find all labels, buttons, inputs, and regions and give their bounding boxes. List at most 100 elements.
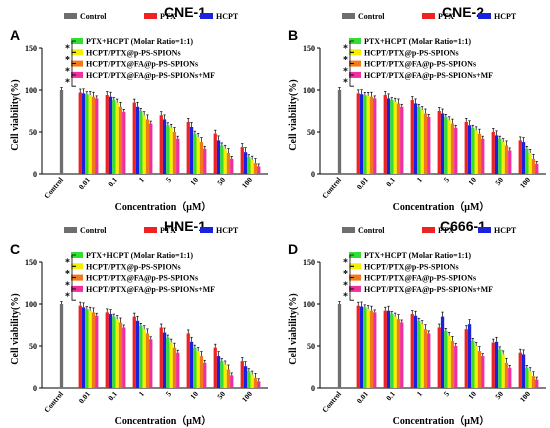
bar-C-0.01-5	[91, 312, 96, 388]
bar-D-0.01-1	[356, 305, 360, 388]
legend-label: HCPT/PTX@FA@p-PS-SPIONs+MF	[364, 285, 493, 294]
bar-A-10-3	[193, 133, 197, 174]
bar-D-10-6	[481, 356, 485, 388]
significance-mark: *	[65, 292, 70, 303]
y-tick-label: 50	[307, 128, 315, 137]
bar-C-100-5	[253, 377, 258, 388]
legend-label: PTX	[438, 12, 454, 21]
legend-swatch	[71, 274, 83, 281]
legend-swatch	[349, 274, 361, 281]
bar-B-10-6	[481, 138, 485, 174]
panel-letter: A	[10, 27, 20, 43]
bar-C-0.1-4	[115, 319, 119, 388]
x-tick-label: 10	[188, 175, 200, 187]
bar-A-0.1-6	[122, 111, 126, 174]
bar-C-50-4	[223, 364, 227, 388]
bar-B-0.01-1	[356, 93, 360, 174]
bar-A-0.01-4	[88, 95, 92, 174]
bar-D-0.1-5	[396, 319, 401, 388]
bar-D-5-6	[454, 346, 458, 388]
bar-A-50-5	[226, 153, 231, 174]
y-axis-label: Cell viability(%)	[10, 293, 21, 364]
bar-C-50-6	[230, 375, 234, 388]
x-tick-label: 0.1	[106, 389, 119, 402]
bar-B-0.1-5	[396, 103, 401, 174]
bar-A-5-5	[172, 132, 177, 174]
bar-B-50-5	[504, 145, 509, 174]
x-tick-label: 10	[188, 389, 200, 401]
bar-D-100-5	[531, 376, 536, 388]
bar-C-0.01-6	[95, 315, 99, 388]
legend-swatch	[349, 263, 361, 270]
y-tick-label: 50	[29, 128, 37, 137]
bar-C-100-1	[240, 361, 244, 388]
legend-label: HCPT/PTX@p-PS-SPIONs	[364, 262, 459, 271]
significance-mark: *	[65, 78, 70, 89]
x-tick-label: 5	[164, 389, 173, 398]
bar-C-10-1	[186, 333, 190, 388]
legend-label: HCPT/PTX@FA@p-PS-SPIONs	[86, 274, 198, 283]
bar-C-5-1	[159, 327, 163, 388]
legend-label: PTX	[160, 12, 176, 21]
legend-swatch	[71, 49, 83, 56]
bar-D-1-1	[410, 314, 414, 388]
y-tick-label: 100	[303, 86, 315, 95]
bar-C-5-3	[166, 337, 170, 388]
significance-mark: *	[343, 78, 348, 89]
x-tick-label: 1	[415, 175, 424, 184]
legend-label: Control	[358, 12, 385, 21]
bar-D-5-1	[437, 327, 441, 388]
bar-D-100-4	[528, 371, 532, 388]
bar-A-5-2	[162, 119, 167, 174]
y-tick-label: 0	[33, 384, 37, 393]
significance-mark: *	[343, 55, 348, 66]
bar-B-0.1-3	[390, 100, 394, 174]
legend-label: HCPT	[494, 226, 517, 235]
bar-C-10-3	[193, 347, 197, 388]
bar-C-1-6	[149, 339, 153, 388]
bar-B-1-1	[410, 100, 414, 174]
x-tick-label: 50	[493, 389, 505, 401]
chart-title: HNE-1	[164, 218, 206, 234]
bar-B-50-4	[501, 142, 505, 174]
x-axis-label: Concentration（μM）	[393, 200, 490, 213]
chart-title: CNE-1	[164, 4, 206, 20]
bar-C-100-3	[247, 371, 251, 388]
bar-A-0.01-3	[85, 94, 89, 174]
bar-C-0.1-5	[118, 322, 123, 388]
legend-label: PTX	[160, 226, 176, 235]
chart-title: C666-1	[440, 218, 486, 234]
panel-letter: B	[288, 27, 298, 43]
y-tick-label: 150	[25, 44, 37, 53]
bar-B-10-4	[474, 130, 478, 174]
bar-C-1-2	[135, 320, 140, 388]
bar-A-0.1-2	[108, 96, 113, 174]
bar-C-50-5	[226, 369, 231, 388]
legend-swatch	[144, 227, 157, 233]
x-tick-label: 0.01	[355, 389, 370, 405]
bar-D-50-2	[494, 341, 499, 388]
bar-A-100-3	[247, 157, 251, 174]
bar-D-5-3	[444, 330, 448, 388]
bar-B-5-3	[444, 116, 448, 174]
bar-B-1-5	[423, 113, 428, 174]
y-tick-label: 100	[25, 300, 37, 309]
bar-B-1-2	[413, 103, 418, 174]
bar-C-0.01-3	[85, 309, 89, 388]
bar-D-100-1	[518, 352, 522, 388]
legend-swatch	[422, 227, 435, 233]
legend-swatch	[342, 227, 355, 233]
legend-swatch	[144, 13, 157, 19]
bar-B-50-1	[491, 132, 495, 174]
significance-bracket	[349, 74, 354, 87]
legend-swatch	[71, 252, 83, 258]
bar-B-50-2	[494, 135, 499, 174]
legend-label: HCPT/PTX@FA@p-PS-SPIONs	[364, 274, 476, 283]
bar-C-50-2	[216, 356, 221, 388]
bar-A-100-6	[257, 166, 261, 174]
x-tick-label: 100	[240, 175, 254, 190]
bar-C-10-4	[196, 351, 200, 388]
legend-label: HCPT/PTX@p-PS-SPIONs	[364, 48, 459, 57]
bar-D-50-1	[491, 342, 495, 388]
